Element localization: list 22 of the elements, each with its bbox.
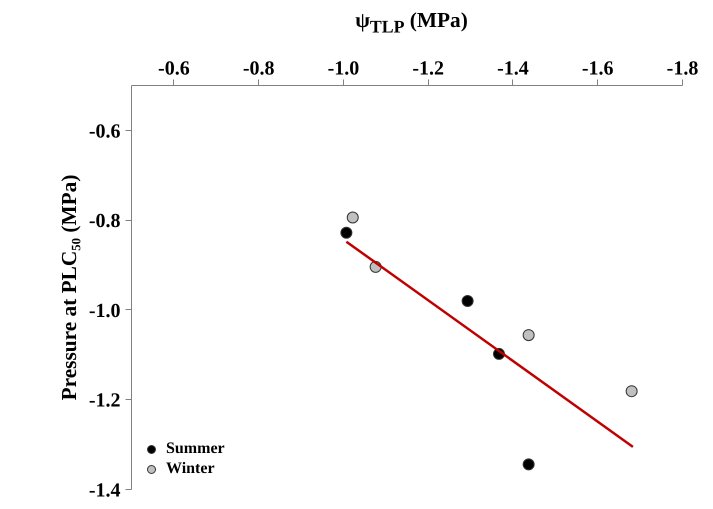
x-tick-label: -1.8 bbox=[666, 58, 698, 80]
y-tick-label: -1.2 bbox=[88, 390, 121, 412]
point bbox=[522, 329, 535, 342]
x-tick-label: -1.2 bbox=[412, 58, 444, 80]
legend-label: Summer bbox=[166, 440, 225, 458]
y-tick-label: -1.0 bbox=[88, 300, 121, 322]
x-tick-label: -0.8 bbox=[242, 58, 274, 80]
y-tick-label: -1.4 bbox=[88, 480, 121, 502]
point bbox=[522, 458, 535, 470]
y-tick-label: -0.6 bbox=[88, 120, 121, 142]
x-tick-label: -0.6 bbox=[158, 58, 190, 80]
legend-label: Winter bbox=[166, 460, 215, 478]
y-axis-title: Pressure at PLC₅₀ (MPa) bbox=[56, 174, 81, 400]
x-axis-title: ψ$_{TLP}$ (MPa) bbox=[354, 7, 469, 38]
x-tick-label: -1.6 bbox=[582, 58, 614, 80]
y-tick-label: -0.8 bbox=[88, 210, 121, 232]
point bbox=[340, 226, 352, 239]
x-tick-label: -1.4 bbox=[497, 58, 529, 80]
point bbox=[626, 385, 638, 398]
point bbox=[462, 294, 474, 307]
x-tick-label: -1.0 bbox=[328, 58, 360, 80]
point bbox=[346, 211, 359, 224]
